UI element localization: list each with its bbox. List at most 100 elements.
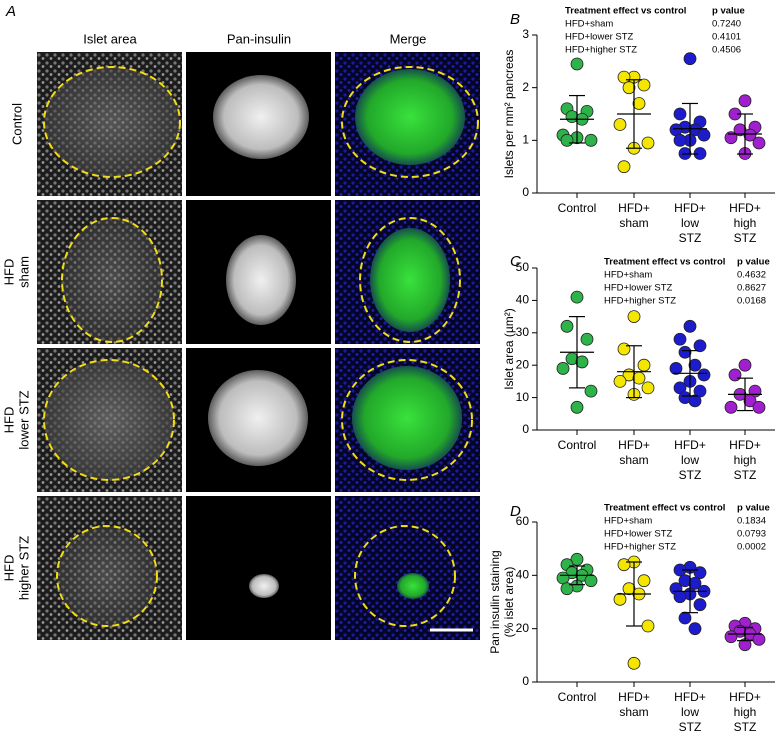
table-cell: HFD+sham <box>565 19 613 30</box>
data-point <box>617 558 631 572</box>
column-header: Merge <box>390 31 427 46</box>
table-cell: HFD+higher STZ <box>604 542 676 553</box>
micrograph <box>335 496 480 640</box>
data-point <box>570 552 584 566</box>
table-cell: HFD+higher STZ <box>604 296 676 307</box>
table-header: p value <box>737 257 770 268</box>
x-tick-label: HFD+ <box>729 690 761 704</box>
data-point <box>584 384 598 398</box>
x-tick-label: STZ <box>734 231 757 245</box>
y-axis-label: Islets per mm² pancreas <box>502 50 516 179</box>
data-point <box>738 94 752 108</box>
x-tick-label: STZ <box>679 720 702 734</box>
data-point <box>570 400 584 414</box>
data-point <box>688 358 702 372</box>
micrograph <box>186 200 331 344</box>
data-point <box>728 368 742 382</box>
x-tick-label: Control <box>558 201 597 215</box>
y-tick-label: 50 <box>516 260 530 274</box>
data-point <box>613 592 627 606</box>
x-tick-label: HFD+ <box>674 438 706 452</box>
table-cell: HFD+sham <box>604 516 652 527</box>
x-tick-label: HFD+ <box>674 690 706 704</box>
data-point <box>697 128 711 142</box>
x-tick-label: sham <box>619 216 648 230</box>
table-cell: 0.8627 <box>737 283 766 294</box>
x-tick-label: HFD+ <box>674 201 706 215</box>
table-cell: HFD+lower STZ <box>604 529 673 540</box>
micrograph <box>37 52 182 196</box>
data-point <box>697 368 711 382</box>
data-point <box>683 52 697 66</box>
data-point <box>627 310 641 324</box>
x-tick-label: Control <box>558 438 597 452</box>
y-axis-label: (% islet area) <box>502 567 516 638</box>
data-point <box>637 78 651 92</box>
row-label: higher STZ <box>16 536 31 600</box>
y-tick-label: 40 <box>516 568 530 582</box>
x-tick-label: low <box>681 216 699 230</box>
table-cell: 0.1834 <box>737 516 766 527</box>
data-point <box>724 131 738 145</box>
table-cell: 0.0793 <box>737 529 766 540</box>
panel-label: D <box>510 503 521 520</box>
data-point <box>669 362 683 375</box>
table-header: Treatment effect vs control <box>604 257 725 268</box>
data-point <box>637 574 651 588</box>
table-header: Treatment effect vs control <box>604 503 725 514</box>
table-cell: 0.4506 <box>712 45 741 56</box>
table-cell: 0.4101 <box>712 32 741 43</box>
data-point <box>641 381 655 395</box>
data-point <box>641 136 655 150</box>
micrograph-grid <box>37 52 480 640</box>
table-cell: 0.0002 <box>737 542 766 553</box>
micrograph <box>335 200 480 344</box>
micrograph <box>335 348 480 492</box>
data-point <box>693 566 707 580</box>
data-point <box>693 598 707 612</box>
data-point <box>613 118 627 131</box>
y-tick-label: 30 <box>516 325 530 339</box>
data-point <box>632 97 646 110</box>
micrograph <box>186 496 331 640</box>
table-cell: 0.7240 <box>712 19 741 30</box>
data-point <box>584 574 598 588</box>
data-point <box>617 160 631 174</box>
x-tick-label: low <box>681 453 699 467</box>
table-cell: 0.4632 <box>737 270 766 281</box>
panel-label: B <box>510 11 520 28</box>
x-tick-label: HFD+ <box>618 438 650 452</box>
row-label: lower STZ <box>16 390 31 449</box>
x-tick-label: HFD+ <box>729 201 761 215</box>
data-point <box>673 332 687 346</box>
micrograph <box>37 200 182 344</box>
data-point <box>724 400 738 414</box>
y-tick-label: 2 <box>522 80 529 94</box>
y-tick-label: 20 <box>516 621 530 635</box>
x-tick-label: STZ <box>734 468 757 482</box>
data-point <box>752 400 766 414</box>
x-tick-label: STZ <box>734 720 757 734</box>
y-tick-label: 3 <box>522 27 529 41</box>
row-label: HFD <box>1 259 16 286</box>
y-tick-label: 60 <box>516 514 530 528</box>
data-point <box>560 319 574 333</box>
data-point <box>556 571 570 585</box>
data-point <box>673 133 687 147</box>
data-point <box>673 590 687 604</box>
data-point <box>683 319 697 333</box>
table-header: p value <box>737 503 770 514</box>
row-label: HFD <box>1 407 16 434</box>
data-point <box>641 619 655 633</box>
data-point <box>627 656 641 670</box>
data-point <box>688 394 702 408</box>
micrograph <box>186 52 331 196</box>
y-tick-label: 0 <box>522 185 529 199</box>
micrograph <box>186 348 331 492</box>
data-point <box>752 136 766 150</box>
x-tick-label: low <box>681 705 699 719</box>
x-tick-label: STZ <box>679 231 702 245</box>
table-cell: HFD+higher STZ <box>565 45 637 56</box>
data-point <box>673 107 687 121</box>
data-point <box>693 339 707 353</box>
